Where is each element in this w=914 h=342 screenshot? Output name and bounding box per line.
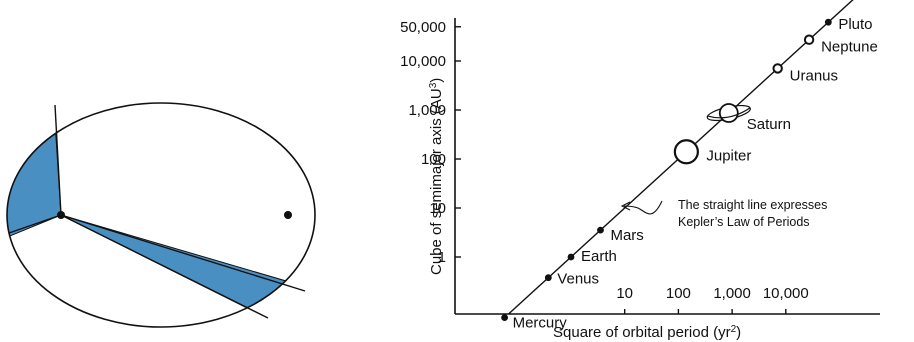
ellipse-orbit [6,102,316,328]
x-tick-label: 1,000 [713,285,751,302]
radius-line-long-lower [60,214,269,319]
label-uranus: Uranus [790,67,838,84]
label-pluto: Pluto [838,16,872,33]
x-tick-group: 10 100 1,000 10,000 [616,285,809,314]
annotation: The straight line expresses Kepler’s Law… [620,198,827,229]
point-venus [544,274,552,282]
annotation-line-2: Kepler’s Law of Periods [678,215,810,229]
label-neptune: Neptune [821,39,878,56]
radius-line-lower-left [8,214,62,234]
label-jupiter: Jupiter [706,148,751,165]
x-axis-title: Square of orbital period (yr2) [553,324,741,342]
label-venus: Venus [557,271,599,288]
point-pluto [824,18,832,26]
point-jupiter [673,139,699,165]
y-tick-label: 50,000 [400,19,446,36]
point-saturn [706,103,751,123]
point-mercury [501,314,508,321]
orbit-diagram [6,102,316,328]
y-tick-group: 1 10 100 1,000 10,000 50,000 [400,19,461,266]
y-axis-title: Cube of semimajor axis (AU3) [428,78,446,275]
point-earth [567,253,575,261]
sun-focus [57,211,65,219]
label-mars: Mars [610,227,643,244]
annotation-arrow [623,200,663,215]
radius-line-long-upper [60,214,306,292]
empty-focus [284,211,292,219]
kepler-plot: 1 10 100 1,000 10,000 50,000 10 100 1,000 10,000… [400,0,880,341]
radius-line-upper [54,104,62,216]
annotation-line-1: The straight line expresses [678,198,827,212]
y-tick-label: 100 [421,151,446,168]
x-tick-label: 10 [616,285,633,302]
y-tick-label: 1 [438,249,446,266]
x-tick-label: 10,000 [763,285,809,302]
y-tick-label: 10 [429,200,446,217]
y-tick-label: 10,000 [400,53,446,70]
label-earth: Earth [581,248,617,265]
x-tick-label: 100 [666,285,691,302]
y-tick-label: 1,000 [408,102,446,119]
point-uranus [772,63,783,74]
label-mercury: Mercury [513,315,568,332]
label-saturn: Saturn [747,116,791,133]
points-group: Mercury Venus Earth Mars Jupiter Saturn Uranus… [501,16,878,332]
point-mars [597,226,604,234]
point-neptune [803,34,815,45]
swept-area-long [60,214,312,319]
swept-area-left [7,103,62,241]
annotation-arrowhead [620,201,631,211]
